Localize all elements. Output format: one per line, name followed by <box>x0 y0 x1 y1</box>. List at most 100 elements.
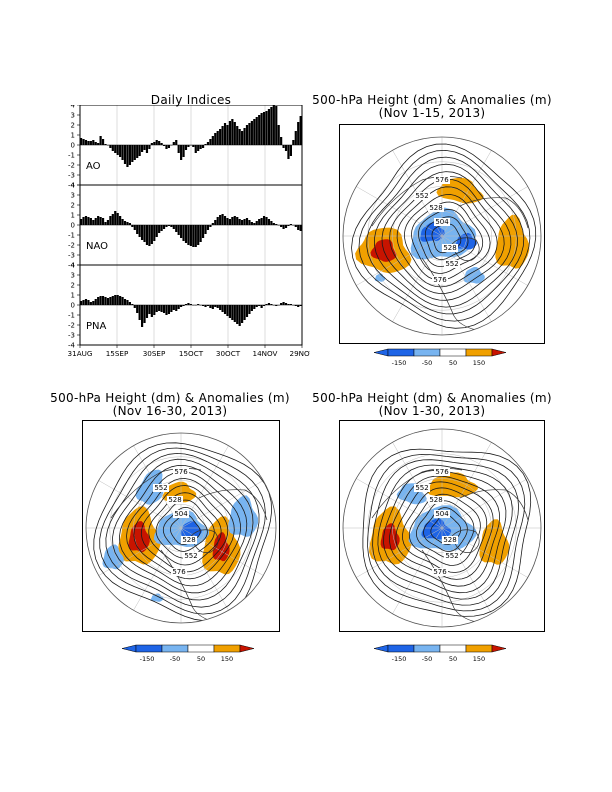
y-tick-label: -2 <box>68 162 75 170</box>
bar <box>226 125 229 145</box>
bar <box>260 305 263 308</box>
bar <box>221 305 224 312</box>
bar <box>294 305 297 306</box>
map3-title: 500-hPa Height (dm) & Anomalies (m) (Nov… <box>312 392 552 418</box>
x-tick-label: 14NOV <box>253 349 278 358</box>
contour-label: 552 <box>415 484 428 492</box>
contour-label-bg <box>183 552 199 560</box>
anomaly-region <box>212 532 230 562</box>
bar <box>114 295 117 305</box>
bar <box>184 145 188 150</box>
bar <box>175 225 178 232</box>
bar <box>243 128 246 145</box>
height-contour <box>351 143 537 329</box>
bar <box>226 218 229 225</box>
bar <box>175 140 178 145</box>
bar <box>241 305 244 323</box>
bar <box>160 305 163 312</box>
bar <box>201 305 205 306</box>
bar <box>216 131 219 145</box>
contour-label-bg <box>432 276 448 284</box>
bar <box>99 217 102 225</box>
y-tick-label: 4 <box>71 105 76 110</box>
y-tick-label: 0 <box>71 302 75 310</box>
y-tick-label: 1 <box>71 212 75 220</box>
height-contour <box>358 149 531 322</box>
bar <box>289 145 292 156</box>
contour-label: 576 <box>433 568 447 576</box>
bar <box>119 296 122 305</box>
bar <box>280 303 283 305</box>
bar <box>299 305 302 306</box>
bar <box>182 225 185 241</box>
bar <box>206 305 210 306</box>
bar <box>238 219 241 225</box>
bar <box>219 129 222 145</box>
bar <box>92 301 95 305</box>
y-tick-label: -4 <box>68 342 76 350</box>
colorbar-segment <box>439 348 467 357</box>
contour-label: 576 <box>174 468 188 476</box>
bar <box>201 225 205 238</box>
bar <box>260 113 263 145</box>
bar <box>153 305 156 315</box>
bar <box>165 225 168 227</box>
bar <box>131 225 134 227</box>
contour-label-bg <box>414 484 430 492</box>
height-contour <box>377 464 513 600</box>
bar <box>158 305 161 311</box>
bar <box>284 145 288 151</box>
bar <box>165 305 168 315</box>
colorbar-label: -150 <box>392 655 407 663</box>
series-label: PNA <box>86 321 107 332</box>
bar <box>114 211 117 225</box>
colorbar-label: -150 <box>140 655 155 663</box>
contour-label: 528 <box>443 536 456 544</box>
bar <box>216 217 219 225</box>
x-tick-label: 15OCT <box>179 349 204 358</box>
bar <box>267 109 271 145</box>
bar <box>248 220 251 225</box>
height-contour <box>389 475 501 587</box>
meridian-line <box>98 480 182 529</box>
bar <box>133 145 136 160</box>
anomaly-region <box>150 593 164 602</box>
colorbar-segment <box>465 348 493 357</box>
bar <box>92 140 95 145</box>
y-tick-label: -4 <box>68 182 76 190</box>
bar <box>84 216 88 225</box>
map-frame <box>339 124 545 344</box>
anomaly-region <box>421 518 452 540</box>
bar <box>228 219 232 225</box>
bar <box>194 225 197 247</box>
bar <box>197 225 200 245</box>
bar <box>294 225 297 227</box>
coastline <box>190 529 219 553</box>
bar <box>99 136 102 145</box>
y-tick-label: -1 <box>68 152 75 160</box>
index-panel-pna: 4 3 2 1 0 -1 -2 -3 -4 PNA <box>68 262 303 350</box>
bar <box>255 221 258 225</box>
map-field <box>343 137 541 335</box>
bar <box>150 225 153 244</box>
bar <box>267 219 271 225</box>
bar <box>94 142 97 145</box>
bar <box>143 225 146 242</box>
contour-label-bg <box>171 568 187 576</box>
bar <box>265 217 268 225</box>
map-circle <box>342 428 542 628</box>
map-frame <box>82 420 280 632</box>
colorbar-label: -50 <box>422 359 433 367</box>
coastline <box>198 489 268 521</box>
bar <box>282 225 285 229</box>
index-panel-ao: 4 3 2 1 0 -1 -2 -3 -4 AO <box>68 105 303 190</box>
bar <box>138 305 141 320</box>
bar <box>236 217 239 225</box>
bar <box>262 216 266 225</box>
bar <box>182 145 185 157</box>
colorbar-label: 150 <box>473 655 485 663</box>
y-tick-label: -3 <box>68 252 75 260</box>
map3-title-line1: 500-hPa Height (dm) & Anomalies (m) <box>312 391 552 405</box>
height-contour <box>118 464 248 594</box>
bar <box>87 217 90 225</box>
